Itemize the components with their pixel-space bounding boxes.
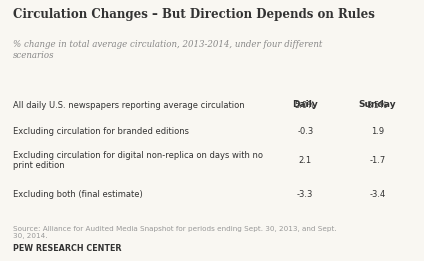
Text: 1.9: 1.9 <box>371 127 384 136</box>
Text: Excluding circulation for branded editions: Excluding circulation for branded editio… <box>13 127 189 136</box>
Text: 2.1: 2.1 <box>299 156 312 165</box>
Text: % change in total average circulation, 2013-2014, under four different
scenarios: % change in total average circulation, 2… <box>13 40 322 60</box>
Text: 8.5%: 8.5% <box>367 101 388 110</box>
Text: -1.7: -1.7 <box>369 156 385 165</box>
Text: All daily U.S. newspapers reporting average circulation: All daily U.S. newspapers reporting aver… <box>13 101 244 110</box>
Text: Excluding both (final estimate): Excluding both (final estimate) <box>13 190 142 199</box>
Text: Source: Alliance for Audited Media Snapshot for periods ending Sept. 30, 2013, a: Source: Alliance for Audited Media Snaps… <box>13 226 336 239</box>
Text: Daily: Daily <box>293 100 318 109</box>
Text: Sunday: Sunday <box>359 100 396 109</box>
Text: -3.3: -3.3 <box>297 190 313 199</box>
Text: -0.3: -0.3 <box>297 127 313 136</box>
Text: 5.0%: 5.0% <box>295 101 316 110</box>
Text: PEW RESEARCH CENTER: PEW RESEARCH CENTER <box>13 244 121 253</box>
Text: Circulation Changes – But Direction Depends on Rules: Circulation Changes – But Direction Depe… <box>13 8 374 21</box>
Text: -3.4: -3.4 <box>369 190 385 199</box>
Text: Excluding circulation for digital non-replica on days with no
print edition: Excluding circulation for digital non-re… <box>13 151 263 170</box>
